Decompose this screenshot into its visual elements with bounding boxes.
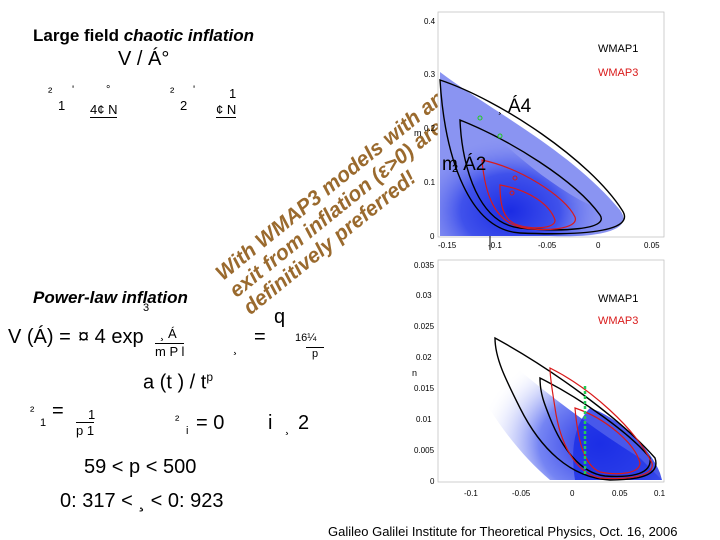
eta-index-1: 1 [58, 98, 66, 113]
exp-frac-num: ¸ Á [160, 326, 177, 341]
bottom-xtick: 0 [570, 489, 575, 498]
potential-lhs: V (Á) = [8, 326, 71, 348]
eta-i-symbol: ² [175, 412, 180, 427]
eps1-subscript: 1 [40, 417, 47, 429]
q-numerator: 16¼ [295, 332, 317, 344]
bottom-xtick: -0.1 [464, 489, 478, 498]
top-legend-wmap3: WMAP3 [598, 67, 638, 79]
eta-index-2: 2 [180, 98, 188, 113]
exp-frac-den: m P l [155, 343, 185, 359]
eta-symbol-2: ² [170, 84, 175, 99]
chaotic-inflation-title: Large field chaotic inflation [33, 26, 254, 46]
lambda-equals: = [254, 326, 266, 348]
bottom-ytick: 0.015 [414, 384, 435, 393]
bottom-xtick: 0.05 [612, 489, 628, 498]
eps1-equals: = [52, 400, 64, 422]
eps1-symbol: ² [30, 403, 35, 418]
bottom-ytick: 0.025 [414, 322, 435, 331]
top-ytick: 0.4 [424, 17, 436, 26]
sqrt-q: q [274, 306, 286, 328]
eta-i-value: = 0 [196, 412, 225, 434]
bottom-xaxis-label: ε [548, 497, 552, 498]
eta-circle: ° [106, 84, 111, 96]
top-label-m2: 2 [452, 163, 458, 175]
bottom-xtick: 0.1 [654, 489, 666, 498]
footer-caption: Galileo Galilei Institute for Theoretica… [328, 524, 678, 539]
i-lambda: ¸ [285, 420, 290, 435]
top-ytick: 0.2 [424, 124, 436, 133]
bottom-ytick: 0.035 [414, 261, 435, 270]
top-ytick: 0.1 [424, 178, 436, 187]
top-xtick: -0.05 [538, 241, 557, 250]
top-label-phi2: m Á2 [442, 154, 486, 175]
bottom-ytick: 0.02 [416, 353, 432, 362]
title-plain: Large field [33, 26, 124, 45]
top-legend-wmap1: WMAP1 [598, 43, 638, 55]
eta-fraction-2: ¢ N [216, 102, 237, 118]
potential-proportional: V / Á° [118, 48, 170, 70]
top-xtick: 0 [596, 241, 601, 250]
top-ytick: 0.3 [424, 70, 436, 79]
lambda-symbol: ¸ [233, 340, 238, 355]
top-xtick: -0.1 [488, 241, 502, 250]
eta-fraction-1: 4¢ N [90, 102, 118, 118]
p-range: 59 < p < 500 [84, 456, 197, 478]
bottom-legend-wmap3: WMAP3 [598, 315, 638, 327]
eta-i-subscript: i [186, 425, 189, 437]
top-label-lambda4: ¸ [498, 101, 502, 115]
bottom-ytick: 0.01 [416, 415, 432, 424]
eta-symbol-1: ² [48, 84, 53, 99]
eps1-numerator: 1 [88, 407, 96, 422]
top-label-phi4: Á4 [508, 96, 532, 117]
bottom-xtick: -0.05 [512, 489, 531, 498]
top-contour-plot: WMAP1 WMAP3 ¸ Á4 m Á2 2 m 0.4 0.3 0.2 0.… [414, 11, 665, 250]
eta-mark-2: ' [193, 84, 196, 96]
top-ytick: 0 [430, 232, 435, 241]
scale-exponent: p [206, 370, 214, 384]
eps1-denominator: p 1 [76, 422, 95, 438]
lambda-range: 0: 317 < ¸ < 0: 923 [60, 490, 224, 512]
bottom-contour-plot: WMAP1 WMAP3 n ε 0.035 0.03 0.025 0.02 0.… [412, 259, 666, 498]
eta-mark-1: ' [72, 84, 75, 96]
bottom-yaxis-label: n [412, 368, 417, 378]
i-two: 2 [298, 412, 310, 434]
bottom-legend-wmap1: WMAP1 [598, 293, 638, 305]
top-xtick: -0.15 [438, 241, 457, 250]
i-label: i [268, 412, 273, 434]
eta-one-2: 1 [229, 86, 237, 101]
top-xtick: 0.05 [644, 241, 660, 250]
bottom-ytick: 0.005 [414, 446, 435, 455]
q-denominator: p [306, 347, 325, 360]
top-yaxis-label: m [414, 128, 422, 138]
power-law-title: Power-law inflation [33, 288, 188, 307]
scale-factor: a (t ) / tp [143, 370, 214, 394]
potential-rhs: ¤ 4 exp [78, 326, 144, 348]
bottom-ytick: 0.03 [416, 291, 432, 300]
bottom-ytick: 0 [430, 477, 435, 486]
title-italic: chaotic inflation [123, 26, 255, 45]
power-superscript: 3 [143, 302, 150, 314]
